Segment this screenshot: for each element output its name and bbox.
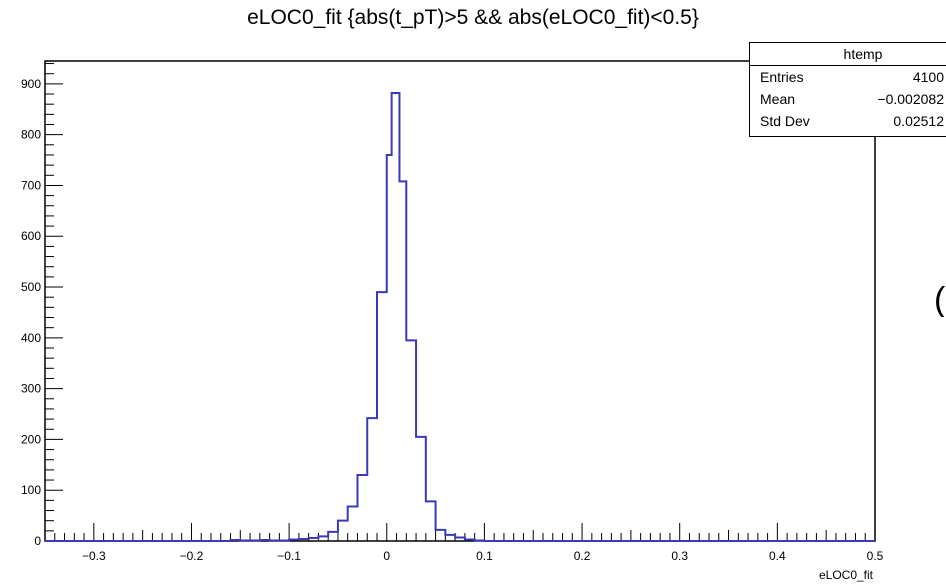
stats-mean-label: Mean [760,91,796,107]
y-tick-label: 500 [21,280,41,294]
stats-row-entries: Entries 4100 [750,66,946,88]
y-tick-label: 800 [21,128,41,142]
x-tick-label: 0.4 [769,549,786,563]
x-tick-label: −0.3 [82,549,106,563]
y-tick-label: 600 [21,229,41,243]
stats-stddev-value: 0.02512 [893,113,944,129]
x-axis: −0.3 −0.2 −0.1 0 0.1 0.2 0.3 0.4 0.5 [44,523,884,563]
y-axis: 0 100 200 300 400 500 600 700 800 900 [21,63,63,548]
x-tick-label: 0.5 [867,549,884,563]
stats-stddev-label: Std Dev [760,113,810,129]
edge-glyph: ( [934,283,946,317]
x-tick-label: 0.1 [476,549,493,563]
histogram-line [45,92,875,542]
y-tick-label: 300 [21,382,41,396]
stats-name: htemp [750,43,946,66]
y-tick-label: 200 [21,432,41,446]
y-tick-label: 0 [34,534,41,548]
chart-title: eLOC0_fit {abs(t_pT)>5 && abs(eLOC0_fit)… [247,6,699,29]
x-axis-label: eLOC0_fit [819,568,874,582]
y-tick-label: 100 [21,483,41,497]
x-tick-label: −0.1 [277,549,301,563]
stats-row-mean: Mean −0.002082 [750,88,946,110]
x-tick-label: 0 [383,549,390,563]
y-tick-label: 900 [21,77,41,91]
stats-row-stddev: Std Dev 0.02512 [750,110,946,132]
y-tick-label: 700 [21,178,41,192]
stats-entries-label: Entries [760,69,804,85]
stats-box: htemp Entries 4100 Mean −0.002082 Std De… [749,42,946,137]
stats-entries-value: 4100 [912,69,944,85]
x-tick-label: 0.2 [574,549,591,563]
plot-frame [44,60,876,542]
x-tick-label: −0.2 [180,549,204,563]
stats-mean-value: −0.002082 [877,91,944,107]
x-tick-label: 0.3 [671,549,688,563]
y-tick-label: 400 [21,331,41,345]
